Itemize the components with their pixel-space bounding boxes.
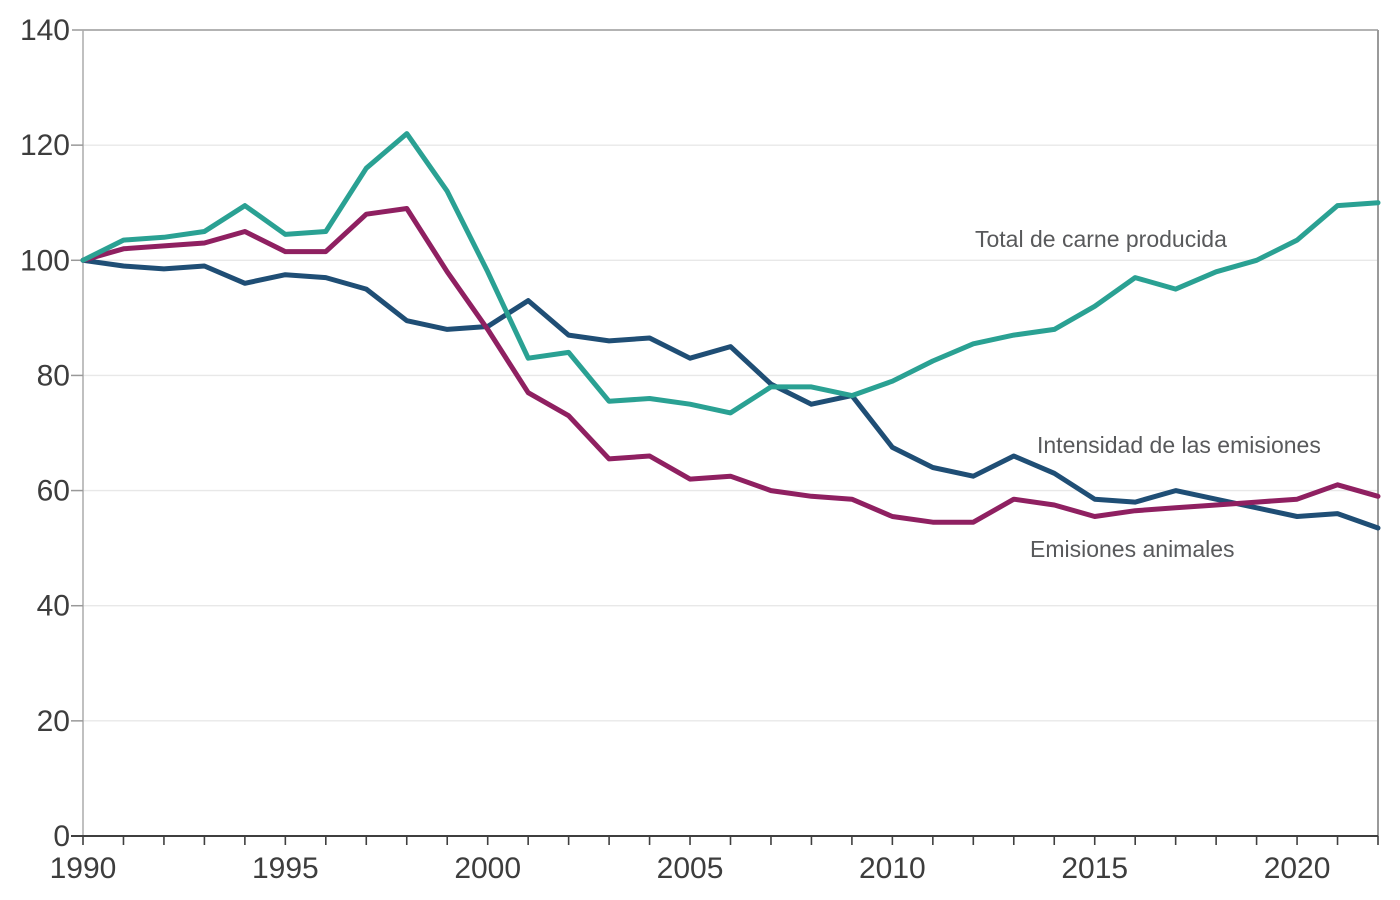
series-label-emisiones-animales: Emisiones animales (1030, 536, 1235, 562)
x-axis-tick-label: 2015 (1061, 852, 1128, 885)
y-axis-tick-label: 40 (37, 590, 70, 623)
series-line-intensidad-de-las-emisiones (80, 257, 1381, 531)
x-axis-tick-label: 1990 (50, 852, 117, 885)
y-axis-tick-label: 80 (37, 359, 70, 392)
series-line-total-de-carne-producida (80, 131, 1381, 416)
y-axis-tick-label: 0 (53, 820, 70, 853)
x-axis-tick-label: 2000 (454, 852, 521, 885)
x-axis-tick-label: 2005 (657, 852, 724, 885)
y-axis-tick-label: 100 (20, 244, 70, 277)
x-axis-tick-label: 1995 (252, 852, 319, 885)
series-label-total-de-carne-producida: Total de carne producida (975, 226, 1227, 252)
y-axis-tick-label: 20 (37, 705, 70, 738)
x-axis-tick-label: 2010 (859, 852, 926, 885)
series-line-emisiones-animales (80, 206, 1381, 525)
y-axis-tick-label: 140 (20, 14, 70, 47)
y-axis-tick-label: 120 (20, 129, 70, 162)
series-label-intensidad-de-las-emisiones: Intensidad de las emisiones (1037, 432, 1321, 458)
x-axis-tick-label: 2020 (1264, 852, 1331, 885)
y-axis-tick-label: 60 (37, 475, 70, 508)
